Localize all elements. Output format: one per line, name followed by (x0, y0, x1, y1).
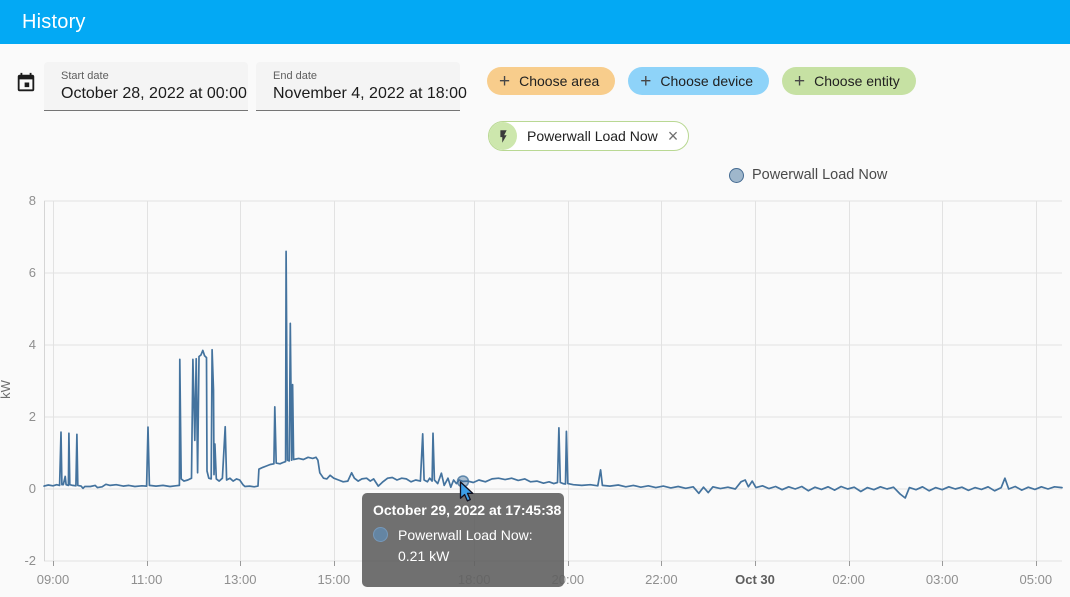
y-axis-title: kW (0, 380, 13, 399)
chart-legend-item[interactable]: Powerwall Load Now (729, 167, 887, 183)
legend-marker-icon (729, 167, 744, 183)
x-axis-tick-label: 09:00 (36, 572, 70, 587)
tooltip-series-value: Powerwall Load Now: 0.21 kW (398, 527, 533, 564)
choose-entity-chip[interactable]: + Choose entity (782, 67, 916, 95)
x-axis-tick-label: 11:00 (130, 572, 163, 587)
x-axis-tick-label: 05:00 (1019, 572, 1053, 587)
chart-tooltip: October 29, 2022 at 17:45:38 Powerwall L… (362, 493, 564, 587)
x-axis-tick-label: 13:00 (223, 572, 257, 587)
plus-icon: + (640, 70, 652, 92)
hovered-point-marker (456, 475, 470, 488)
remove-entity-icon[interactable]: × (667, 126, 679, 146)
end-date-value: November 4, 2022 at 18:00 (273, 85, 467, 102)
choose-area-label: Choose area (519, 73, 600, 89)
calendar-icon[interactable] (15, 72, 37, 94)
end-date-label: End date (273, 70, 318, 82)
y-axis-tick-label: 0 (28, 481, 36, 496)
x-axis-tick-label: 15:00 (317, 572, 351, 587)
filter-chips-row: + Choose area + Choose device + Choose e… (487, 67, 916, 95)
page-title: History (22, 10, 86, 33)
plus-icon: + (499, 70, 511, 92)
x-axis-tick-label: 03:00 (925, 572, 959, 587)
choose-device-label: Choose device (660, 73, 754, 89)
entity-avatar (489, 122, 517, 150)
legend-label: Powerwall Load Now (752, 167, 888, 183)
y-axis-tick-label: -2 (24, 553, 36, 568)
app-header: History (0, 0, 1070, 44)
selected-entity-chip[interactable]: Powerwall Load Now × (488, 121, 690, 151)
choose-device-chip[interactable]: + Choose device (628, 67, 770, 95)
tooltip-series-marker-icon (373, 527, 388, 542)
start-date-label: Start date (61, 70, 109, 82)
choose-area-chip[interactable]: + Choose area (487, 67, 616, 95)
y-axis-tick-label: 8 (28, 193, 36, 208)
tooltip-timestamp: October 29, 2022 at 17:45:38 (373, 502, 562, 518)
tooltip-series-row: Powerwall Load Now: 0.21 kW (373, 525, 553, 567)
choose-entity-label: Choose entity (814, 73, 900, 89)
selected-entity-label: Powerwall Load Now (527, 128, 658, 144)
flash-icon (499, 129, 507, 143)
end-date-field[interactable]: End date November 4, 2022 at 18:00 (256, 62, 467, 111)
x-axis-tick-label: Oct 30 (735, 572, 775, 587)
series-line (43, 250, 1063, 499)
x-axis-tick-label: 22:00 (645, 572, 678, 587)
start-date-value: October 28, 2022 at 00:00 (61, 85, 247, 102)
y-axis-tick-label: 6 (28, 265, 36, 280)
y-axis-tick-label: 4 (28, 337, 36, 352)
y-axis-tick-label: 2 (28, 409, 36, 424)
plus-icon: + (794, 70, 806, 92)
x-axis-tick-label: 02:00 (832, 572, 865, 587)
start-date-field[interactable]: Start date October 28, 2022 at 00:00 (44, 62, 248, 111)
